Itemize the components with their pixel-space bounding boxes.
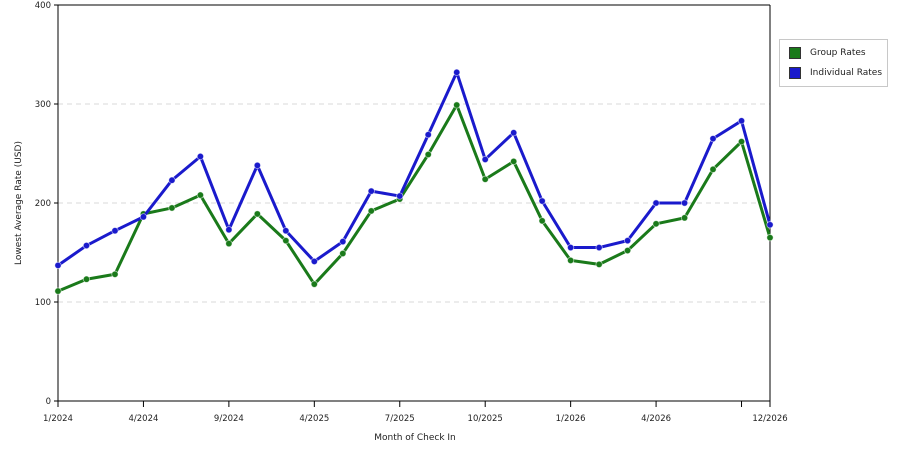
data-point — [111, 227, 119, 235]
x-tick-label: 1/2024 — [43, 414, 73, 424]
data-point — [510, 157, 518, 166]
data-point — [82, 241, 91, 250]
data-point — [567, 243, 575, 252]
legend-swatch-individual-rates — [789, 67, 801, 79]
data-point — [538, 197, 546, 205]
data-point — [310, 280, 318, 288]
y-tick-label: 400 — [35, 1, 51, 11]
data-point — [709, 135, 717, 143]
legend-label-group-rates: Group Rates — [810, 48, 866, 58]
x-tick-label: 4/2024 — [128, 414, 158, 424]
data-point — [54, 261, 62, 269]
data-point — [595, 243, 603, 252]
data-point — [709, 165, 717, 173]
data-point — [253, 210, 261, 218]
data-point — [396, 192, 404, 200]
data-point — [367, 187, 375, 195]
x-axis-ticks: 1/2024 4/2024 9/2024 4/2025 7/2025 10/2025 1/2… — [43, 401, 788, 424]
data-point — [766, 234, 774, 242]
series-line — [57, 70, 772, 267]
data-point — [652, 220, 660, 228]
legend: Group Rates Individual Rates — [779, 39, 888, 87]
data-point — [282, 237, 290, 245]
data-point — [310, 257, 318, 266]
data-point — [595, 260, 603, 268]
data-point — [453, 101, 461, 109]
data-point — [623, 237, 632, 245]
data-point — [510, 129, 518, 137]
y-tick-label: 0 — [46, 397, 51, 407]
data-point — [680, 214, 689, 222]
data-point — [453, 68, 461, 76]
y-tick-label: 100 — [35, 298, 51, 308]
y-axis-title: Lowest Average Rate (USD) — [14, 141, 24, 265]
series-line — [57, 103, 772, 293]
data-point — [538, 217, 546, 225]
series-layer — [54, 68, 774, 295]
data-point — [253, 161, 261, 169]
data-point — [139, 213, 148, 221]
data-point — [168, 176, 176, 184]
data-point — [680, 199, 689, 207]
y-tick-label: 300 — [35, 100, 51, 110]
data-point — [367, 207, 375, 215]
data-point — [282, 227, 290, 235]
data-point — [196, 152, 204, 161]
data-point — [652, 199, 660, 207]
data-point — [225, 226, 233, 234]
data-point — [567, 256, 575, 265]
x-tick-label: 7/2025 — [385, 414, 415, 424]
data-point — [82, 275, 91, 283]
data-point — [168, 204, 176, 212]
x-tick-label: 12/2026 — [752, 414, 787, 424]
x-axis-title: Month of Check In — [374, 433, 456, 443]
legend-swatch-group-rates — [789, 47, 801, 59]
data-point — [737, 138, 746, 146]
x-tick-label: 10/2025 — [468, 414, 503, 424]
series-0 — [54, 101, 774, 295]
y-tick-label: 200 — [35, 199, 51, 209]
data-point — [339, 238, 347, 246]
data-point — [196, 191, 204, 199]
data-point — [339, 249, 347, 258]
data-point — [424, 150, 432, 159]
data-point — [225, 239, 233, 248]
legend-label-individual-rates: Individual Rates — [810, 68, 883, 78]
data-point — [54, 287, 62, 295]
x-tick-label: 4/2026 — [641, 414, 671, 424]
series-1 — [54, 68, 774, 269]
data-point — [737, 117, 746, 125]
data-point — [481, 155, 489, 164]
data-point — [481, 175, 489, 183]
data-point — [623, 246, 632, 255]
data-point — [424, 131, 432, 139]
x-tick-label: 9/2024 — [214, 414, 244, 424]
y-axis-ticks: 0 100 200 300 400 — [35, 1, 58, 407]
gridlines — [58, 103, 770, 303]
data-point — [111, 270, 119, 278]
x-tick-label: 4/2025 — [299, 414, 329, 424]
data-point — [766, 221, 774, 229]
x-tick-label: 1/2026 — [556, 414, 586, 424]
